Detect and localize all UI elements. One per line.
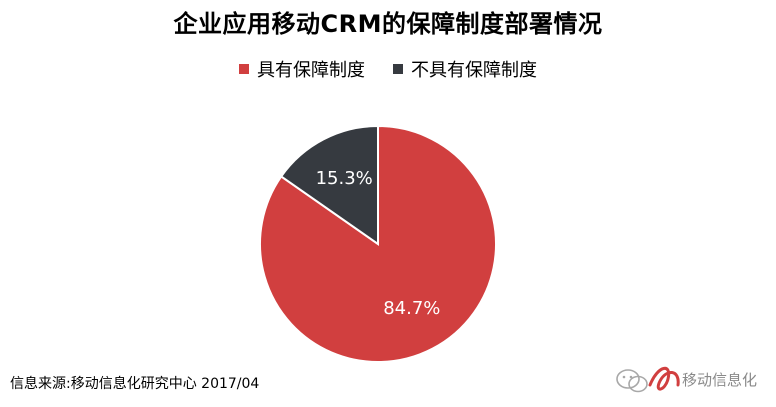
legend-item-has-guarantee: 具有保障制度 [239,56,365,82]
watermark-logo: 移动信息化 [616,367,757,393]
wechat-logo-icon [616,369,648,393]
legend: 具有保障制度 不具有保障制度 [0,56,776,82]
legend-swatch-has-guarantee [239,64,249,74]
source-note: 信息来源:移动信息化研究中心 2017/04 [10,376,260,392]
watermark-text: 移动信息化 [682,371,757,389]
pie-label-has-guarantee: 84.7% [383,298,440,319]
legend-item-no-guarantee: 不具有保障制度 [393,56,537,82]
chart-title: 企业应用移动CRM的保障制度部署情况 [173,10,603,38]
watermark-swoosh [648,367,680,391]
legend-label-has-guarantee: 具有保障制度 [257,60,365,81]
legend-label-no-guarantee: 不具有保障制度 [411,60,537,81]
pie-label-no-guarantee: 15.3% [316,168,373,189]
pie-slice-has-guarantee [259,124,497,363]
legend-swatch-no-guarantee [393,64,403,74]
pie-slice-no-guarantee [279,124,379,246]
